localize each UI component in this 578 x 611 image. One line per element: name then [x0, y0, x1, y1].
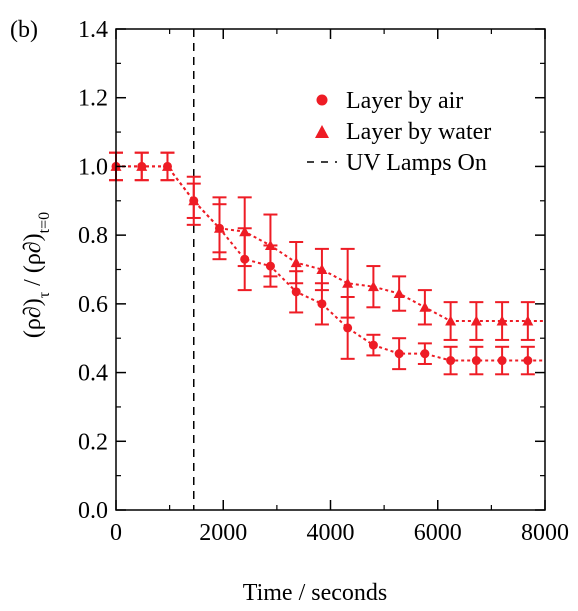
y-tick-label: 1.0: [78, 154, 108, 180]
y-tick-label: 0.0: [78, 498, 108, 524]
x-tick-label: 4000: [307, 520, 355, 546]
data-point: [470, 315, 482, 326]
data-point: [317, 299, 327, 309]
data-point: [446, 356, 456, 366]
data-point: [445, 315, 457, 326]
data-point: [420, 349, 430, 359]
y-title-sub-tau: τ: [36, 291, 53, 298]
x-axis-title: Time / seconds: [243, 580, 387, 606]
y-tick-label: 0.8: [78, 223, 108, 249]
data-point: [316, 264, 328, 274]
data-point: [497, 356, 507, 366]
data-point: [367, 281, 379, 292]
x-tick-label: 2000: [199, 520, 247, 546]
y-title-part-rho: (ρ∂): [20, 298, 46, 338]
data-point: [161, 160, 173, 171]
series-line: [116, 165, 545, 323]
data-point: [136, 160, 148, 171]
panel-label: (b): [10, 17, 38, 43]
x-tick-label: 6000: [414, 520, 462, 546]
data-point: [368, 340, 378, 350]
legend-label-water: Layer by water: [346, 119, 491, 145]
x-tick-label: 8000: [521, 520, 569, 546]
legend-label-uv: UV Lamps On: [346, 150, 487, 176]
legend: Layer by air Layer by water UV Lamps On: [307, 88, 491, 176]
legend-marker-circle: [316, 94, 328, 106]
data-point: [523, 356, 533, 366]
data-point: [290, 257, 302, 268]
axes: 0.0 0.2 0.4 0.6 0.8 1.0 1.2 1.4 0 2000 4000 6000 800…: [78, 17, 569, 546]
data-point: [393, 288, 405, 299]
data-point: [522, 315, 534, 326]
series-water: [109, 151, 545, 341]
y-tick-label: 0.2: [78, 429, 108, 455]
series-line: [116, 165, 545, 362]
y-title-sub-t0: t=0: [36, 212, 53, 233]
x-tick-label: 0: [110, 520, 122, 546]
y-tick-label: 0.6: [78, 292, 108, 318]
legend-label-air: Layer by air: [346, 88, 463, 114]
plot-frame: [115, 28, 546, 511]
data-point: [213, 222, 225, 233]
data-point: [264, 239, 276, 250]
y-title-part-sep: / (ρ∂): [20, 233, 46, 292]
data-point: [343, 323, 353, 333]
data-point: [239, 226, 251, 237]
data-point: [342, 277, 354, 288]
y-tick-label: 1.4: [78, 17, 108, 43]
data-point: [496, 315, 508, 326]
data-point: [394, 349, 404, 359]
legend-marker-triangle: [315, 125, 329, 138]
series-air: [109, 151, 545, 376]
y-axis-title: (ρ∂)τ / (ρ∂)t=0: [20, 212, 53, 338]
data-point: [419, 301, 431, 312]
data-point: [188, 195, 200, 206]
data-point: [291, 287, 301, 297]
y-tick-label: 1.2: [78, 86, 108, 112]
plot-area: [109, 29, 545, 510]
y-tick-label: 0.4: [78, 361, 108, 387]
data-point: [471, 356, 481, 366]
